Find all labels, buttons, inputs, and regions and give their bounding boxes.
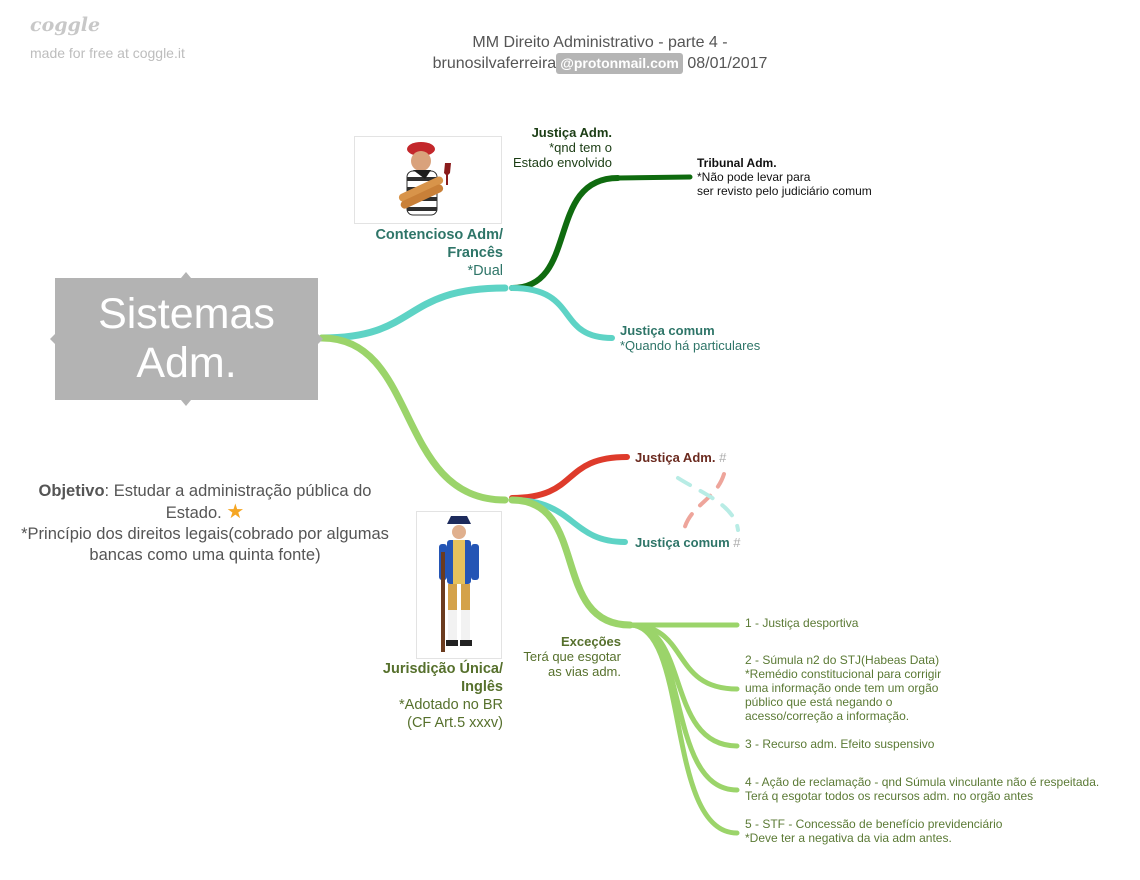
node-justica-comum-fr-title[interactable]: Justiça comum [620,323,715,338]
excecao-item-1[interactable]: 1 - Justiça desportiva [745,616,859,630]
star-icon: ★ [226,501,245,523]
author-name: brunosilvaferreira [432,55,557,72]
node-justica-comum-br[interactable]: Justiça comum # [635,535,765,550]
node-tribunal-title[interactable]: Tribunal Adm. [697,156,777,170]
node-justica-adm-br-hash: # [719,450,727,465]
root-notch-right [318,334,323,344]
objective-note[interactable]: Objetivo: Estudar a administração públic… [20,481,390,566]
root-notch-top [181,272,191,278]
excecao-item-5[interactable]: 5 - STF - Concessão de benefício previde… [745,817,1003,845]
objective-bold: Objetivo [38,482,105,500]
email-domain-badge: @protonmail.com [556,53,683,74]
connector-contencioso-justica-comum [509,285,615,341]
node-justica-comum-br-hash: # [733,535,741,550]
objective-text: : Estudar a administração pública do Est… [104,482,372,522]
root-notch-bottom [181,400,191,406]
excecao-item-3[interactable]: 3 - Recurso adm. Efeito suspensivo [745,737,935,751]
connector-excecao-5 [627,622,740,836]
node-justica-adm-br-title: Justiça Adm. [635,450,716,465]
node-justica-adm-title[interactable]: Justiça Adm. [531,125,612,140]
connector-root-contencioso [318,284,509,342]
root-notch-left [50,334,55,344]
root-node[interactable]: Sistemas Adm. [50,272,323,406]
excecao-item-4[interactable]: 4 - Ação de reclamação - qnd Súmula vinc… [745,775,1100,803]
node-justica-adm-note: *qnd tem o Estado envolvido [512,140,612,170]
excecao-item-2[interactable]: 2 - Súmula n2 do STJ(Habeas Data) *Reméd… [745,653,942,723]
connector-excecao-4 [627,622,740,793]
node-contencioso-note: *Dual [467,263,503,279]
coggle-logo[interactable]: coggle [30,14,101,36]
crosslink-teal-dashed [676,476,740,532]
node-tribunal-note: *Não pode levar para ser revisto pelo ju… [697,170,872,198]
node-excecoes-note: Terá que esgotar as vias adm. [523,649,621,679]
connector-unica-justica-comum [509,497,628,545]
node-excecoes-title[interactable]: Exceções [561,634,621,649]
node-justica-adm-br[interactable]: Justiça Adm. # [635,450,755,465]
diagram-title: MM Direito Administrativo - parte 4 - br… [380,33,820,74]
root-label: Sistemas Adm. [98,290,275,387]
connector-root-unica [318,334,509,504]
title-line-1: MM Direito Administrativo - parte 4 - [472,34,728,51]
coggle-tagline-link[interactable]: made for free at coggle.it [30,45,185,61]
connector-unica-justica-adm [509,454,630,501]
node-justica-comum-fr-note: *Quando há particulares [620,338,761,353]
node-justica-comum-br-title: Justiça comum [635,535,730,550]
node-unica-note: *Adotado no BR (CF Art.5 xxxv) [399,697,503,731]
node-unica-title[interactable]: Jurisdição Única/ Inglês [382,661,503,695]
connector-contencioso-justica-adm [509,175,621,291]
french-man-with-baguettes-image [354,136,502,224]
crosslink-red-dashed [682,472,726,532]
diagram-date: 08/01/2017 [687,55,768,72]
node-contencioso-title[interactable]: Contencioso Adm/ Francês [375,227,503,261]
title-line-2: brunosilvaferreira @protonmail.com 08/01/… [380,53,820,74]
english-colonial-soldier-image [416,511,502,659]
connector-unica-excecoes [508,496,634,629]
connector-justica-adm-tribunal [615,174,693,181]
objective-extra-note: *Princípio dos direitos legais(cobrado p… [21,525,389,564]
